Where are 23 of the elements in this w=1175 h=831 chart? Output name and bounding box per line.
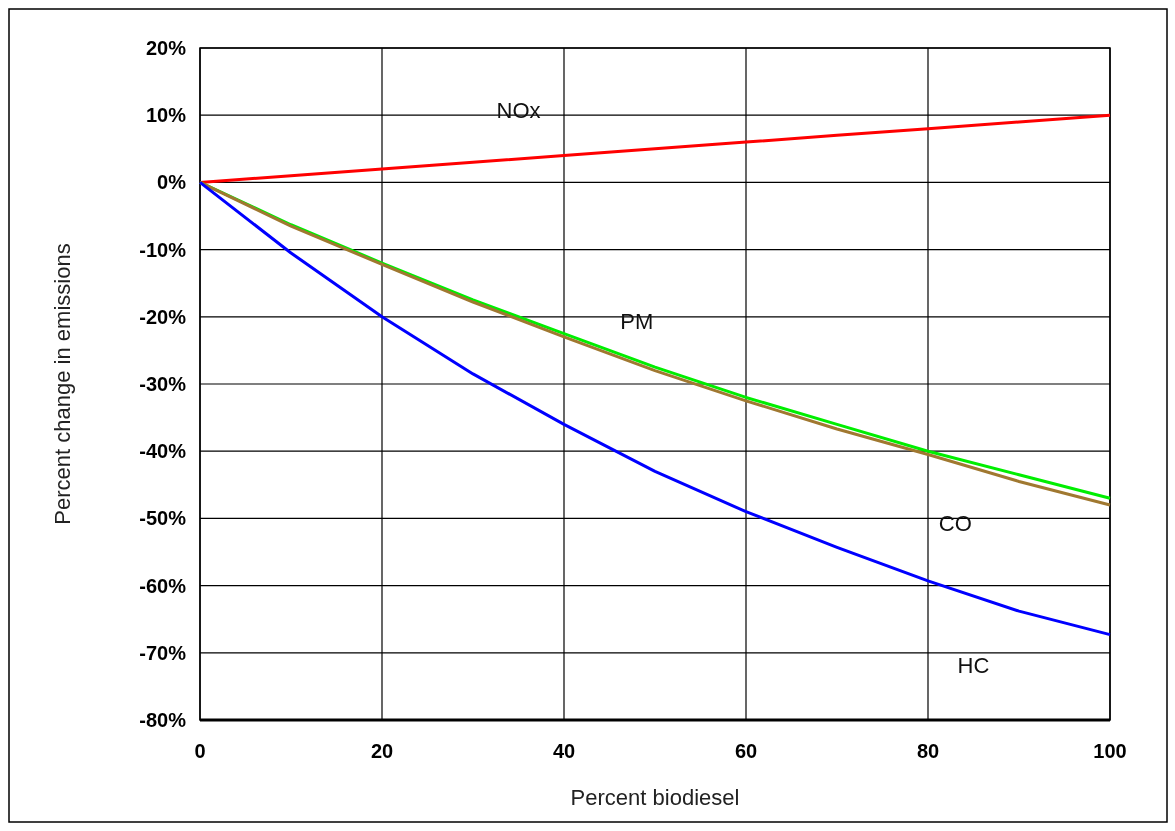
y-tick-label: -10%	[139, 238, 187, 261]
x-tick-label: 20	[370, 740, 394, 762]
y-axis-title: Percent change in emissions	[50, 243, 75, 525]
y-tick-label: -30%	[139, 373, 187, 395]
series-label: PM	[620, 309, 654, 335]
y-tick-label: 20%	[145, 37, 187, 59]
y-tick-label: -70%	[139, 641, 187, 664]
y-tick-label: 10%	[145, 104, 187, 127]
x-tick-label: 100	[1093, 740, 1127, 762]
y-tick-label: -60%	[139, 574, 187, 597]
x-tick-label: 60	[734, 740, 758, 762]
x-tick-label: 40	[552, 740, 576, 762]
y-tick-label: -20%	[139, 305, 187, 328]
y-tick-label: -80%	[139, 709, 187, 731]
y-tick-label: -50%	[139, 507, 187, 530]
x-axis-title: Percent biodiesel	[570, 785, 740, 810]
text: HC	[957, 653, 990, 679]
line-series	[198, 180, 1112, 637]
x-tick-label: 0	[194, 740, 206, 762]
y-tick-label: 0%	[157, 171, 187, 194]
y-tick-label: -40%	[139, 440, 187, 463]
x-tick-label: 80	[916, 740, 940, 762]
series-label: CO	[938, 511, 972, 537]
